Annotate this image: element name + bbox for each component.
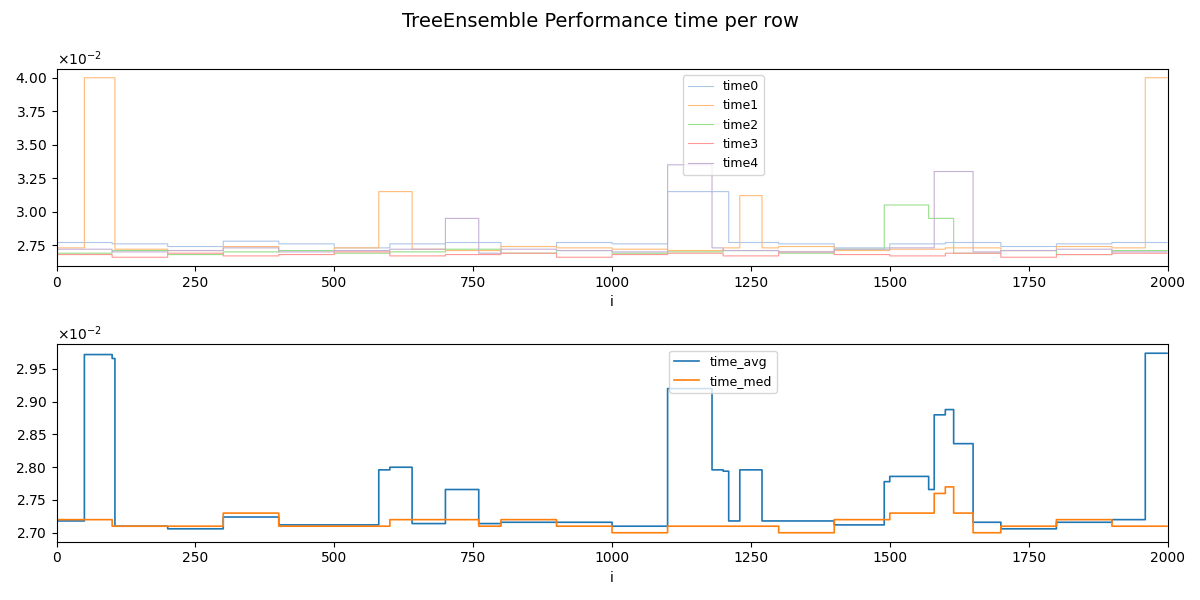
time0 [1129,239,1144,246]
time_med [1159,523,1174,530]
Line: time_avg: time_avg [56,353,1166,529]
time3 [590,254,605,261]
Legend: time_avg, time_med: time_avg, time_med [670,350,776,393]
time_avg [560,518,575,526]
time_med [106,523,120,530]
time3 [328,248,342,256]
time3 [104,254,119,261]
Legend: time0, time1, time2, time3, time4: time0, time1, time2, time3, time4 [683,75,763,175]
time_avg [924,486,938,493]
time0 [590,239,605,246]
time3 [107,254,121,261]
time0 [328,244,342,251]
time4 [106,248,120,256]
time_avg [161,525,175,532]
time4 [660,161,674,169]
time1 [590,244,605,251]
time_avg [49,517,64,524]
time0 [925,240,940,247]
time4 [472,250,486,257]
time0 [560,239,575,246]
time3 [1159,250,1174,257]
time3 [49,251,64,258]
time1 [77,74,91,82]
time_avg [1159,350,1174,357]
time2 [1128,247,1142,254]
time4 [1159,248,1174,256]
time1 [1129,244,1144,251]
time0 [1159,239,1174,246]
X-axis label: i: i [610,295,614,310]
time4 [1128,248,1142,256]
time1 [161,247,175,254]
Line: time_med: time_med [56,487,1166,533]
time_med [1129,523,1144,530]
time_avg [106,355,120,362]
time3 [1128,250,1142,257]
X-axis label: i: i [610,571,614,585]
time2 [925,215,940,222]
time_avg [590,518,605,526]
Line: time2: time2 [56,205,1166,254]
time0 [1128,239,1142,246]
time_med [1128,523,1142,530]
time_avg [1128,516,1142,523]
time4 [49,245,64,253]
time3 [1129,250,1144,257]
Line: time0: time0 [56,191,1166,248]
time1 [560,244,575,251]
Line: time1: time1 [56,78,1166,251]
time2 [877,202,892,209]
time2 [161,251,175,258]
time_med [605,529,619,536]
time1 [1159,74,1174,82]
time3 [925,253,940,260]
time_med [924,509,938,517]
time1 [49,244,64,251]
time2 [590,247,605,254]
time0 [49,239,64,246]
time_avg [1138,350,1152,357]
Line: time4: time4 [56,165,1166,253]
time4 [560,247,575,254]
time_med [938,483,953,490]
time2 [560,247,575,254]
time0 [660,188,674,195]
time0 [106,240,120,247]
time4 [1129,248,1144,256]
Line: time3: time3 [56,252,1166,257]
time1 [925,245,940,253]
time4 [590,247,605,254]
time_avg [1128,516,1142,523]
time2 [1129,247,1144,254]
time2 [1159,247,1174,254]
time_med [49,516,64,523]
time_med [560,523,575,530]
Text: TreeEnsemble Performance time per row: TreeEnsemble Performance time per row [402,12,798,31]
time1 [1128,244,1142,251]
time4 [925,244,940,251]
time2 [106,247,120,254]
time2 [49,250,64,257]
time_med [589,523,604,530]
time3 [560,254,575,261]
time1 [107,74,121,82]
